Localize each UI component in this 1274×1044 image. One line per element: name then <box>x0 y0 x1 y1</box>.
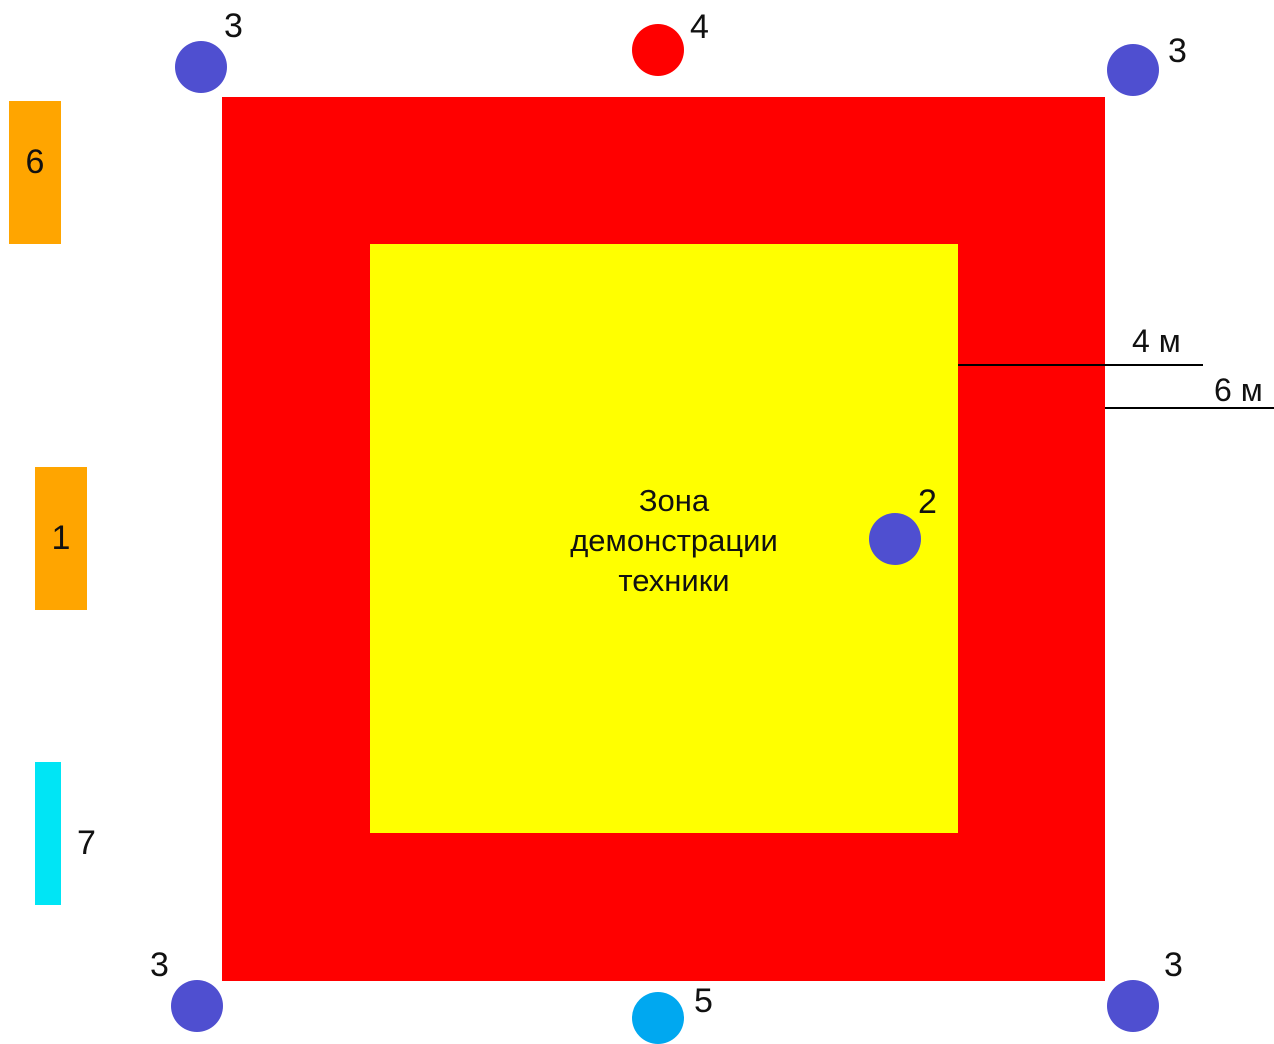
marker-3-bottom-left-label: 3 <box>150 946 169 984</box>
marker-3-top-left-label: 3 <box>224 7 243 45</box>
demo-zone-label-line-3: техники <box>618 563 730 598</box>
dimension-label-6m: 6 м <box>1214 372 1263 408</box>
block-1: 1 <box>35 467 87 610</box>
marker-3-bottom-left <box>171 980 223 1032</box>
dimension-label-4m: 4 м <box>1132 323 1181 359</box>
marker-2-label: 2 <box>918 483 937 521</box>
block-7-label: 7 <box>77 824 96 862</box>
block-6: 6 <box>9 101 61 244</box>
marker-3-bottom-right-label: 3 <box>1164 946 1183 984</box>
marker-3-bottom-right <box>1107 980 1159 1032</box>
dimension-line-4m <box>958 364 1203 366</box>
demo-zone <box>370 244 958 833</box>
marker-3-top-right <box>1107 44 1159 96</box>
marker-5 <box>632 992 684 1044</box>
demo-zone-label-line-2: демонстрации <box>570 523 778 558</box>
marker-2 <box>869 513 921 565</box>
block-1-label: 1 <box>51 519 71 557</box>
marker-4-label: 4 <box>690 8 709 46</box>
marker-5-label: 5 <box>694 982 713 1020</box>
block-6-label: 6 <box>25 143 45 181</box>
marker-3-top-right-label: 3 <box>1168 32 1187 70</box>
demo-zone-label-line-1: Зона <box>638 483 710 518</box>
marker-3-top-left <box>175 41 227 93</box>
block-7 <box>35 762 61 905</box>
demo-zone-label: Зона демонстрации техники <box>370 481 978 601</box>
dimension-line-6m <box>1105 407 1274 409</box>
marker-4 <box>632 24 684 76</box>
